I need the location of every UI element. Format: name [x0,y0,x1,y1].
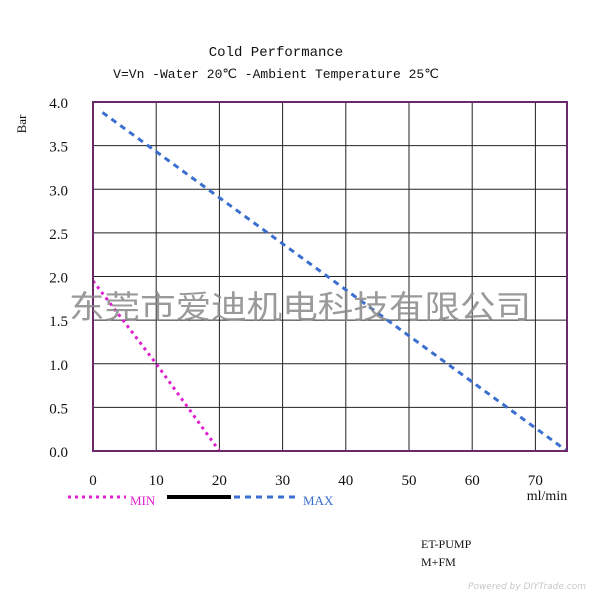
series-layer [91,111,568,453]
x-tick-label: 10 [149,473,164,489]
y-tick-label: 2.0 [49,271,68,287]
x-tick-label: 50 [402,473,417,489]
legend: MIN MAX [68,493,334,508]
y-tick-label: 2.5 [49,227,68,243]
watermark-text: 东莞市爱迪机电科技有限公司 [69,288,531,326]
chart-subtitle: V=Vn -Water 20℃ -Ambient Temperature 25℃ [113,67,439,82]
annotation-model: ET-PUMP [421,537,472,551]
x-tick-label: 0 [89,473,97,489]
series-max-line [101,111,568,453]
x-tick-label: 20 [212,473,227,489]
x-axis-label: ml/min [527,489,567,504]
legend-max-label: MAX [303,493,334,508]
annotation-type: M+FM [421,555,456,569]
y-tick-label: 3.5 [49,140,68,156]
footer-credit: Powered by DIYTrade.com [468,582,586,592]
plot-frame [92,101,568,452]
y-tick-label: 0.0 [49,445,68,461]
y-tick-label: 4.0 [49,96,68,112]
y-axis-label: Bar [14,114,29,133]
x-tick-label: 40 [338,473,353,489]
x-tick-label: 70 [528,473,543,489]
y-tick-label: 3.0 [49,183,68,199]
chart-title: Cold Performance [209,45,343,61]
y-tick-label: 0.5 [49,401,68,417]
series-min-line [91,279,221,452]
legend-min-label: MIN [130,493,156,508]
x-tick-label: 60 [465,473,480,489]
y-tick-label: 1.0 [49,358,68,374]
x-tick-label: 30 [275,473,290,489]
tick-labels: 0 10 20 30 40 50 60 70 0.0 0.5 1.0 1.5 2.0 2.5 3.0 3.5 4… [49,96,543,489]
y-tick-label: 1.5 [49,314,68,330]
